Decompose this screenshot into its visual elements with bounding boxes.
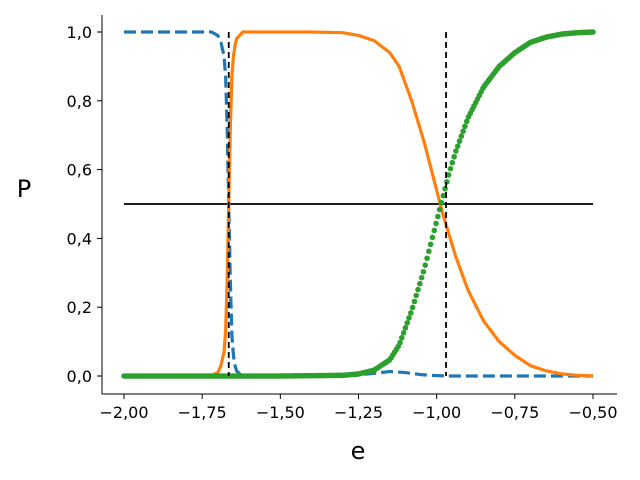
series-3-point <box>447 165 454 172</box>
series-3-point <box>408 310 414 316</box>
series-3-point <box>411 298 418 305</box>
x-tick-label: −1,25 <box>334 403 383 422</box>
plot-area <box>121 29 596 379</box>
series-3-point <box>429 234 436 241</box>
series-2-line <box>124 30 594 378</box>
x-tick-label: −0,50 <box>568 403 617 422</box>
x-axis-label: e <box>351 437 366 465</box>
x-tick-label: −0,75 <box>490 403 539 422</box>
series-3-point <box>438 199 445 206</box>
series-3-point <box>453 148 459 154</box>
series-3-point <box>449 159 456 166</box>
series-3-point <box>424 255 430 262</box>
series-3-point <box>402 325 409 331</box>
series-3-point <box>409 304 416 311</box>
series-3-point <box>454 143 461 149</box>
y-tick-label: 0,0 <box>67 367 92 386</box>
series-3-point <box>417 280 423 287</box>
series-3-point <box>397 339 403 346</box>
x-tick-label: −1,50 <box>256 403 305 422</box>
y-axis-label: P <box>17 175 31 203</box>
series-3-point <box>456 138 463 144</box>
x-tick-label: −2,00 <box>99 403 148 422</box>
series-3-point <box>404 320 411 326</box>
series-3-point <box>413 292 420 299</box>
y-tick-label: 0,2 <box>67 298 92 317</box>
series-3 <box>121 29 596 379</box>
series-3-point <box>451 153 457 160</box>
series-3-point <box>445 172 452 178</box>
series-3-point <box>420 268 427 275</box>
x-ticks: −2,00 −1,75 −1,50 −1,25 −1,00 −0,75 −0,50 <box>99 394 618 422</box>
series-3-point <box>460 128 466 135</box>
series-3-point <box>462 123 468 130</box>
y-tick-label: 0,6 <box>67 161 92 180</box>
series-1-line <box>124 30 593 378</box>
y-ticks: 0,0 0,2 0,4 0,6 0,8 1,0 <box>67 23 102 386</box>
x-tick-label: −1,00 <box>412 403 461 422</box>
series-3-point <box>400 330 407 336</box>
y-tick-label: 1,0 <box>67 23 92 42</box>
series-3-point <box>436 206 443 213</box>
series-3-point <box>426 248 432 255</box>
series-3-point <box>418 274 425 281</box>
y-tick-label: 0,8 <box>67 92 92 111</box>
y-tick-label: 0,4 <box>67 229 92 248</box>
series-3-point <box>590 29 596 35</box>
series-3-point <box>431 227 438 234</box>
series-3-point <box>442 185 448 192</box>
series-3-point <box>422 262 429 268</box>
series-3-point <box>440 192 447 199</box>
series-3-point <box>435 213 441 220</box>
series-3-point <box>433 220 439 227</box>
series-3-point <box>398 334 405 341</box>
x-tick-label: −1,75 <box>178 403 227 422</box>
series-3-point <box>427 241 434 248</box>
series-3-point <box>463 118 470 125</box>
series-3-point <box>406 315 412 321</box>
series-3-point <box>415 286 421 293</box>
series-3-point <box>458 133 465 139</box>
